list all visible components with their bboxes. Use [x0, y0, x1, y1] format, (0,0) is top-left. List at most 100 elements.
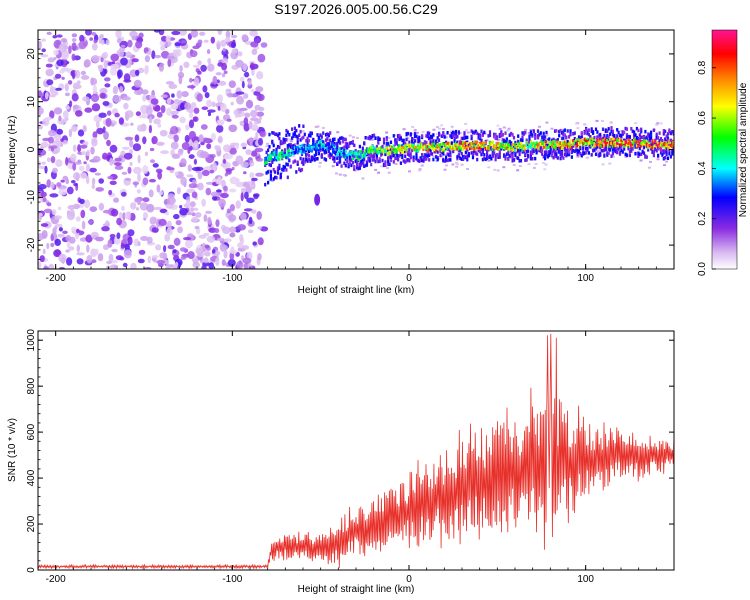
signal-core-cell — [426, 145, 429, 149]
signal-halo-cell — [515, 155, 518, 160]
signal-halo-cell — [669, 138, 672, 143]
signal-halo-cell — [511, 159, 514, 163]
signal-core-cell — [351, 157, 354, 161]
noise-blob — [184, 102, 192, 110]
signal-core-cell — [438, 143, 441, 147]
signal-halo-cell — [395, 153, 398, 157]
signal-core-cell — [371, 145, 374, 148]
signal-halo-cell — [286, 175, 289, 180]
noise-blob — [45, 116, 52, 121]
noise-blob — [91, 184, 96, 190]
signal-core-cell — [627, 141, 630, 145]
noise-blob — [120, 243, 126, 249]
noise-blob — [100, 57, 104, 63]
signal-halo-cell — [306, 140, 309, 144]
noise-blob — [229, 226, 237, 233]
signal-halo-cell — [344, 137, 347, 142]
signal-core-cell — [309, 145, 312, 149]
signal-halo-cell — [604, 128, 607, 132]
noise-blob — [110, 123, 115, 127]
signal-halo-cell — [293, 132, 296, 137]
signal-halo-cell — [432, 157, 435, 162]
signal-halo-cell — [276, 145, 280, 149]
noise-blob — [38, 233, 42, 242]
noise-blob — [85, 234, 93, 243]
signal-halo-cell — [446, 152, 449, 156]
noise-blob — [138, 249, 146, 255]
signal-core-cell — [446, 145, 449, 148]
signal-core-cell — [592, 141, 595, 145]
faint-cell — [418, 169, 422, 172]
signal-core-cell — [363, 152, 366, 156]
noise-blob — [54, 73, 62, 79]
signal-core-cell — [563, 140, 566, 144]
signal-halo-cell — [329, 138, 332, 143]
signal-core-cell — [651, 146, 654, 150]
signal-halo-cell — [638, 146, 641, 151]
signal-core-cell — [642, 139, 646, 143]
y-tick-label: 800 — [26, 377, 37, 394]
signal-halo-cell — [672, 148, 674, 153]
signal-core-cell — [398, 144, 401, 148]
signal-halo-cell — [665, 150, 668, 154]
signal-halo-cell — [545, 152, 548, 157]
noise-blob — [191, 216, 199, 222]
signal-halo-cell — [565, 136, 568, 140]
signal-core-cell — [569, 145, 572, 149]
signal-core-cell — [354, 151, 357, 155]
signal-halo-cell — [579, 136, 582, 140]
signal-halo-cell — [563, 133, 566, 137]
noise-blob — [55, 159, 63, 168]
signal-core-cell — [671, 144, 674, 148]
signal-core-cell — [531, 142, 534, 146]
signal-halo-cell — [275, 132, 278, 136]
signal-core-cell — [453, 143, 456, 147]
signal-core-cell — [435, 149, 438, 153]
noise-blob — [235, 142, 239, 150]
faint-cell — [527, 163, 531, 166]
signal-core-cell — [555, 140, 558, 144]
signal-core-cell — [585, 139, 588, 143]
noise-blob — [112, 174, 118, 180]
signal-halo-cell — [268, 132, 271, 137]
signal-core-cell — [378, 147, 381, 150]
noise-blob — [70, 153, 77, 162]
signal-halo-cell — [324, 158, 328, 162]
signal-core-cell — [491, 140, 494, 144]
signal-halo-cell — [446, 131, 449, 135]
signal-core-cell — [440, 148, 443, 151]
noise-blob — [229, 147, 237, 155]
signal-halo-cell — [282, 168, 285, 172]
signal-core-cell — [402, 145, 405, 149]
noise-blob — [133, 79, 142, 88]
signal-halo-cell — [346, 157, 349, 162]
noise-blob — [124, 177, 132, 181]
signal-core-cell — [462, 144, 465, 148]
signal-halo-cell — [545, 140, 548, 144]
noise-blob — [255, 38, 261, 43]
noise-blob — [220, 192, 229, 199]
noise-blob — [146, 236, 153, 244]
noise-blob — [189, 201, 196, 208]
signal-halo-cell — [313, 153, 316, 158]
signal-core-cell — [282, 151, 285, 155]
signal-core-cell — [606, 138, 609, 142]
signal-halo-cell — [463, 136, 466, 140]
noise-blob — [90, 146, 95, 155]
signal-halo-cell — [652, 150, 655, 154]
signal-halo-cell — [488, 130, 492, 134]
signal-halo-cell — [394, 156, 397, 161]
signal-halo-cell — [599, 152, 602, 156]
signal-core-cell — [586, 137, 589, 141]
signal-core-cell — [593, 144, 596, 148]
signal-halo-cell — [307, 157, 311, 162]
signal-core-cell — [597, 140, 600, 144]
signal-core-cell — [411, 144, 414, 147]
signal-core-cell — [385, 150, 388, 154]
signal-halo-cell — [501, 133, 504, 137]
signal-halo-cell — [529, 157, 532, 161]
noise-blob — [77, 144, 82, 153]
noise-blob — [135, 207, 140, 211]
signal-core-cell — [518, 141, 521, 145]
signal-halo-cell — [357, 150, 360, 154]
